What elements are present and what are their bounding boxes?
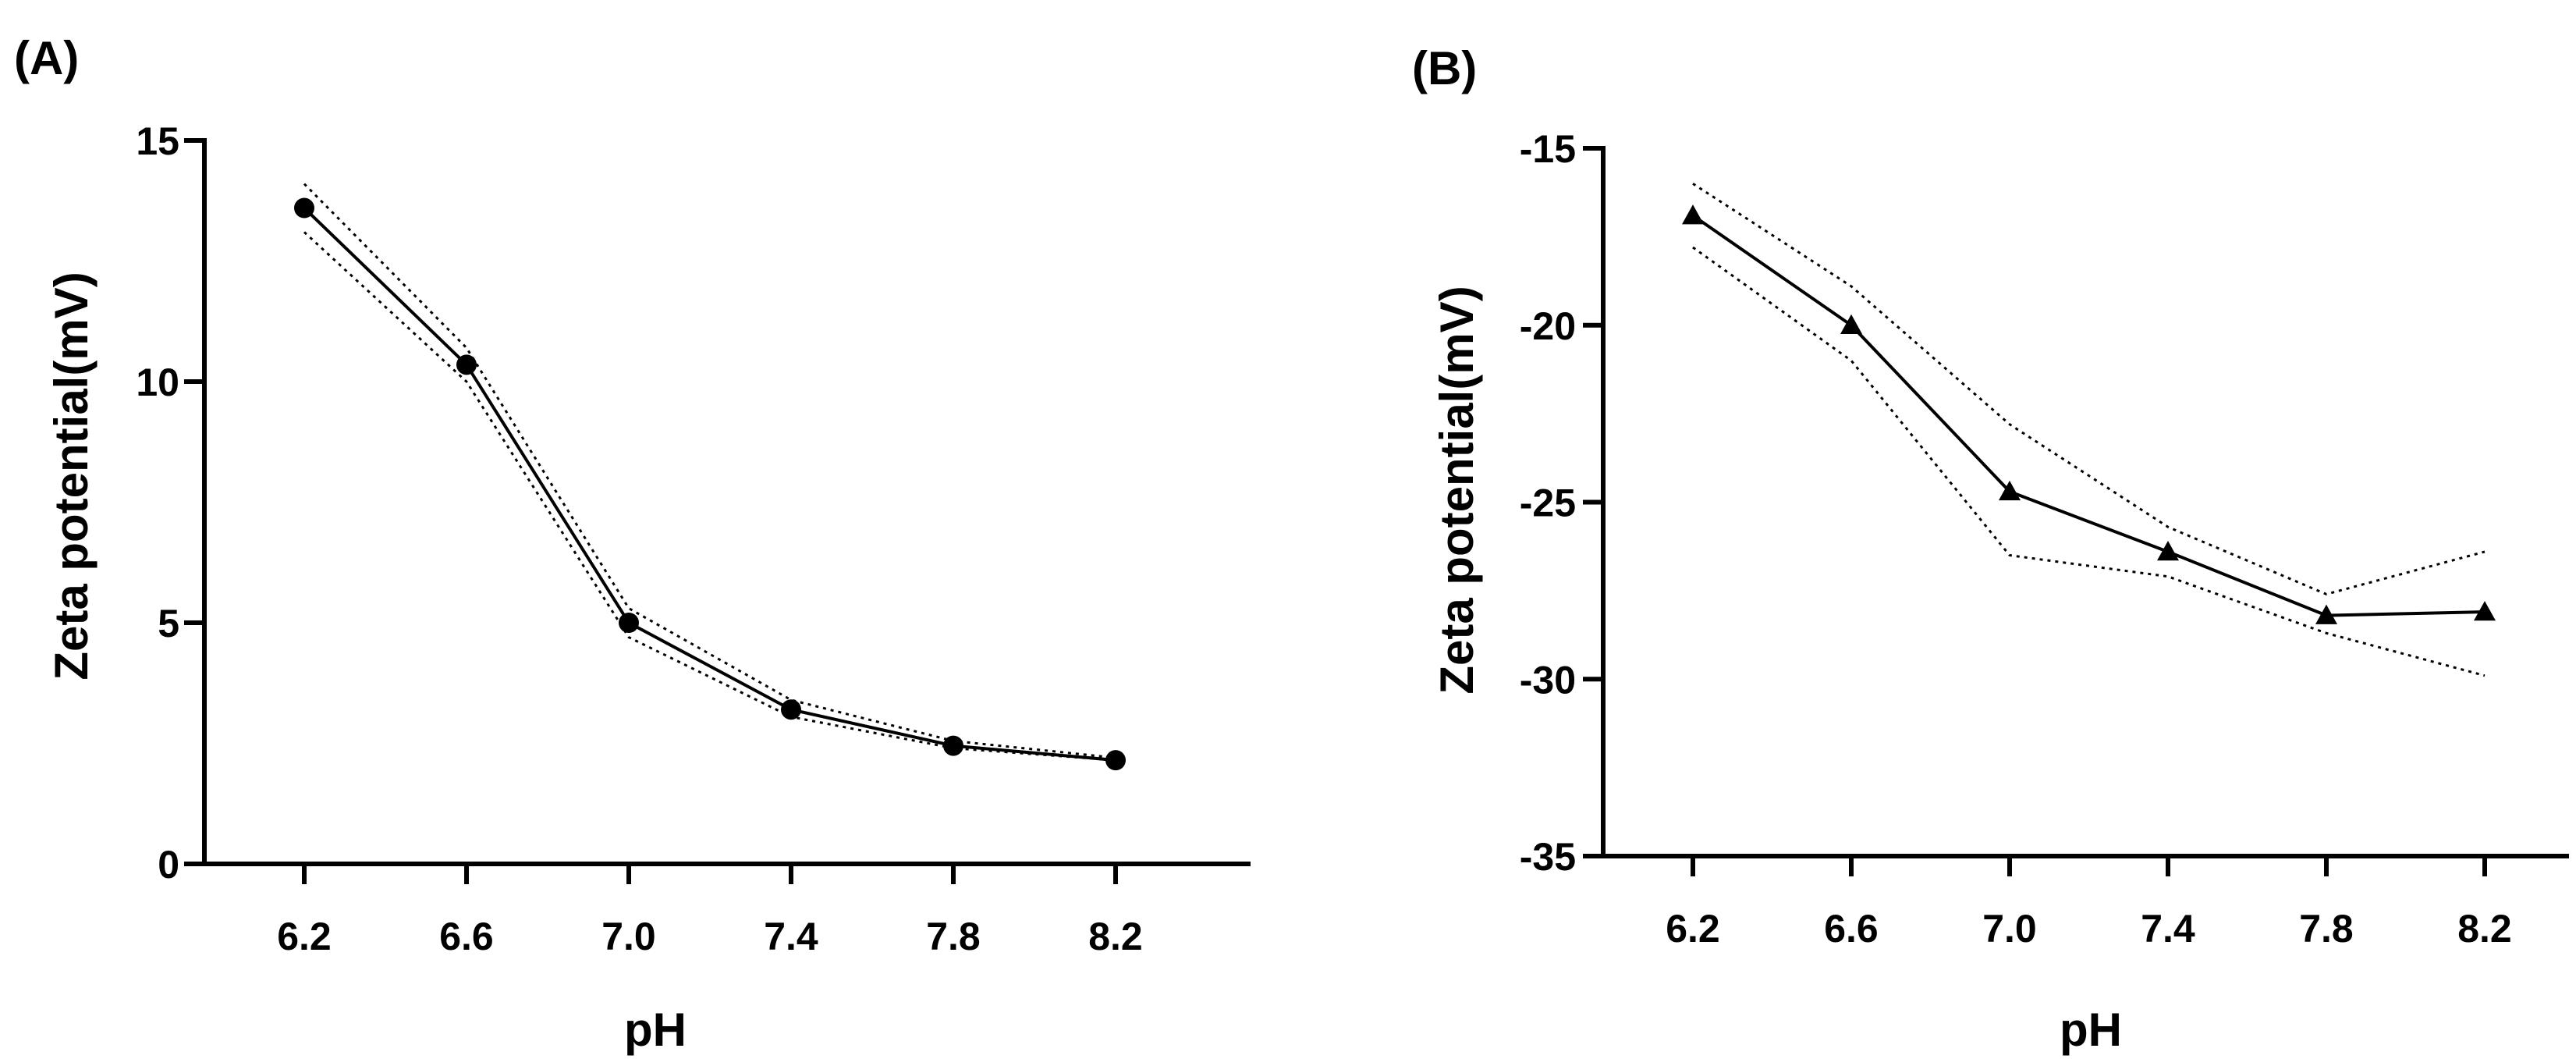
panel-a-data-point (943, 735, 963, 756)
panel-b-data-point (2474, 601, 2496, 621)
panel-a-y-tick-label: 0 (158, 843, 179, 887)
panel-a-x-tick-label: 7.0 (601, 915, 656, 958)
panel-b-y-tick-label: -20 (1520, 304, 1576, 348)
panel-b-data-point (1999, 480, 2021, 501)
panel-a-y-tick-label: 5 (158, 602, 179, 645)
panel-b-x-tick-label: 6.6 (1824, 907, 1879, 951)
panel-a-data-point (456, 354, 477, 375)
panel-b-x-tick-label: 7.4 (2141, 907, 2195, 951)
panel-a-plot-area: 0 5 10 15 6.2 6.6 7.0 7.4 7.8 8.2 (136, 119, 1251, 958)
panel-b-plot-area: -35 -30 -25 -20 -15 6.2 6.6 7.0 7.4 7.8 8.2 (1520, 127, 2569, 951)
panel-b-data-point (1682, 204, 1704, 225)
panel-a-data-point (294, 197, 314, 219)
panel-b: (B) Zeta potential(mV) pH -35 -30 -25 -20 -1… (1412, 42, 2569, 1056)
panel-b-y-tick-label: -30 (1520, 658, 1576, 702)
panel-b-y-axis-title: Zeta potential(mV) (1431, 286, 1483, 694)
panel-a-x-tick-label: 8.2 (1088, 915, 1143, 958)
panel-b-data-point (2315, 604, 2337, 624)
panel-b-x-tick-label: 7.8 (2299, 907, 2354, 951)
panel-a-y-tick-label: 10 (136, 361, 179, 404)
panel-b-data-point (1840, 314, 1862, 334)
panel-a-x-tick-label: 7.8 (926, 915, 981, 958)
panel-b-x-tick-label: 6.2 (1666, 907, 1720, 951)
panel-a-x-tick-label: 6.2 (277, 915, 332, 958)
panel-b-series-mean-line (1691, 214, 2486, 617)
panel-a-series-upper-line (303, 183, 1116, 759)
panel-a-x-tick-label: 7.4 (764, 915, 818, 958)
panel-b-label: (B) (1412, 42, 1477, 94)
panel-a-data-point (619, 613, 639, 633)
panel-b-series-upper-line (1692, 183, 2486, 595)
panel-a-x-axis-title: pH (624, 1004, 687, 1056)
panel-b-x-tick-label: 7.0 (1982, 907, 2037, 951)
panel-b-x-axis-title: pH (2060, 1004, 2122, 1056)
panel-a-series-lower-line (303, 231, 1116, 762)
panel-a-series-mean-line (303, 207, 1116, 762)
panel-b-x-tick-label: 8.2 (2457, 907, 2512, 951)
panel-a: (A) Zeta potential(mV) pH 0 5 10 15 6.2 6.6 7.… (14, 32, 1251, 1056)
panel-b-data-point (2157, 540, 2179, 561)
panel-a-label: (A) (14, 32, 79, 84)
panel-b-y-tick-label: -35 (1520, 835, 1576, 879)
panel-a-y-tick-label: 15 (136, 119, 179, 163)
panel-a-data-point (1105, 750, 1126, 771)
panel-b-series-lower-line (1692, 246, 2486, 677)
panel-a-x-tick-label: 6.6 (439, 915, 494, 958)
panel-b-y-tick-label: -15 (1520, 127, 1576, 171)
panel-a-y-axis-title: Zeta potential(mV) (45, 272, 98, 680)
panel-b-y-tick-label: -25 (1520, 482, 1576, 525)
panel-a-data-point (781, 699, 801, 720)
